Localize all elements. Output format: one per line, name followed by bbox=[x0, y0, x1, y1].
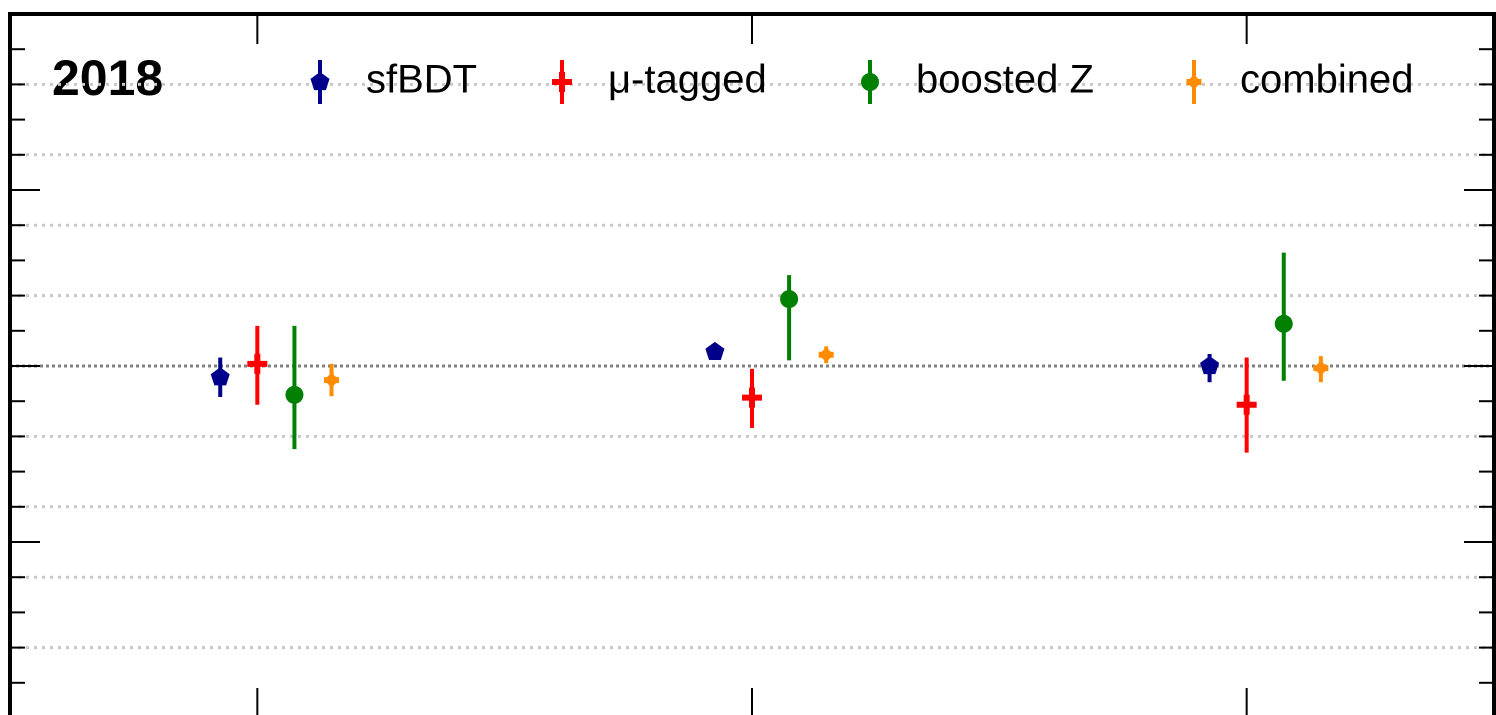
point-group bbox=[210, 357, 230, 397]
legend-marker bbox=[552, 72, 572, 92]
point-group bbox=[742, 368, 762, 428]
marker bbox=[1274, 314, 1293, 333]
point-group bbox=[818, 346, 834, 364]
point-group bbox=[780, 275, 799, 361]
marker bbox=[247, 353, 268, 374]
legend-label: sfBDT bbox=[366, 58, 477, 102]
marker bbox=[1236, 394, 1257, 415]
legend-label: μ-tagged bbox=[608, 58, 767, 102]
legend-marker bbox=[1186, 74, 1202, 90]
marker bbox=[705, 341, 725, 360]
legend-label: combined bbox=[1240, 58, 1413, 102]
marker bbox=[742, 387, 762, 408]
plot-frame bbox=[8, 12, 1496, 715]
marker bbox=[780, 290, 799, 309]
point-group bbox=[1274, 252, 1293, 381]
point-group bbox=[1200, 354, 1220, 383]
marker bbox=[1200, 356, 1220, 375]
legend-marker bbox=[310, 72, 330, 91]
point-group bbox=[247, 325, 268, 405]
chart-title: 2018 bbox=[52, 50, 163, 106]
marker bbox=[818, 347, 834, 363]
marker bbox=[285, 385, 304, 404]
point-group bbox=[1236, 357, 1257, 453]
marker bbox=[324, 372, 340, 388]
marker bbox=[1313, 360, 1329, 376]
legend-label: boosted Z bbox=[916, 58, 1094, 102]
point-group bbox=[285, 325, 304, 450]
point-group bbox=[1313, 356, 1329, 383]
point-group bbox=[324, 363, 340, 397]
marker bbox=[210, 367, 230, 386]
legend-marker bbox=[861, 73, 879, 91]
point-group bbox=[705, 341, 725, 360]
